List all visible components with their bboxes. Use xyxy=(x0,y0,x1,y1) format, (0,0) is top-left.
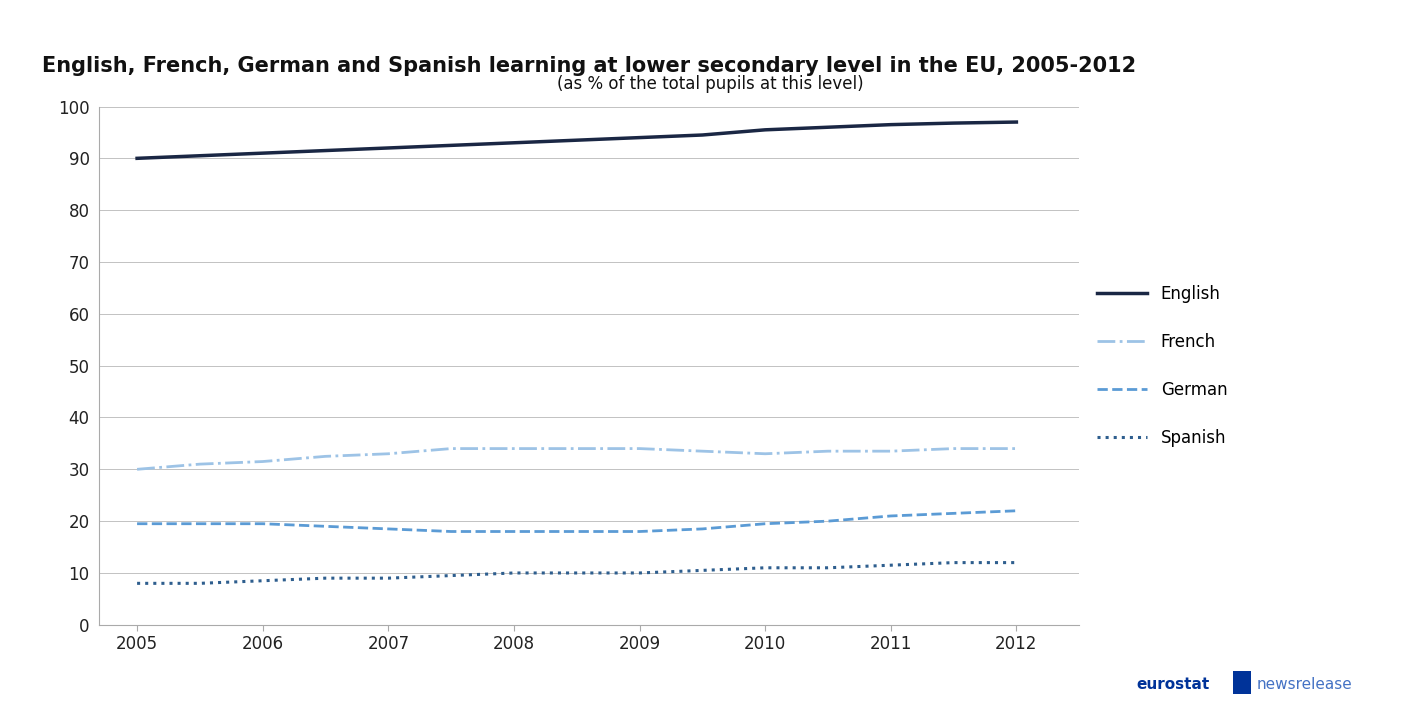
German xyxy=(882,512,899,520)
French xyxy=(254,457,271,466)
German xyxy=(317,522,334,530)
Title: English, French, German and Spanish learning at lower secondary level in the EU,: English, French, German and Spanish lear… xyxy=(43,56,1136,76)
Spanish xyxy=(630,569,648,577)
Text: newsrelease: newsrelease xyxy=(1257,677,1352,692)
German xyxy=(757,520,774,528)
French xyxy=(1008,444,1025,453)
Spanish xyxy=(379,574,396,582)
German xyxy=(630,528,648,536)
German xyxy=(568,528,585,536)
French xyxy=(819,447,836,455)
French xyxy=(129,465,146,474)
French xyxy=(379,449,396,458)
French xyxy=(630,444,648,453)
English xyxy=(1008,118,1025,126)
Spanish xyxy=(568,569,585,577)
Spanish xyxy=(757,564,774,572)
English xyxy=(192,151,209,160)
English xyxy=(630,133,648,142)
Line: German: German xyxy=(138,510,1017,532)
English xyxy=(129,154,146,163)
Line: English: English xyxy=(138,122,1017,158)
German xyxy=(192,520,209,528)
English xyxy=(443,141,460,150)
English xyxy=(882,121,899,129)
Text: eurostat: eurostat xyxy=(1136,677,1210,692)
German xyxy=(379,525,396,533)
Legend: English, French, German, Spanish: English, French, German, Spanish xyxy=(1098,285,1227,447)
French xyxy=(882,447,899,455)
Spanish xyxy=(254,577,271,585)
German xyxy=(946,509,963,518)
Spanish xyxy=(694,566,711,574)
German xyxy=(819,517,836,525)
Text: (as % of the total pupils at this level): (as % of the total pupils at this level) xyxy=(557,75,863,92)
English xyxy=(757,126,774,134)
French xyxy=(946,444,963,453)
Spanish xyxy=(1008,558,1025,567)
French xyxy=(443,444,460,453)
Spanish xyxy=(946,558,963,567)
Spanish xyxy=(819,564,836,572)
German xyxy=(1008,506,1025,515)
French xyxy=(694,447,711,455)
Spanish xyxy=(506,569,523,577)
French xyxy=(192,460,209,469)
French xyxy=(568,444,585,453)
English xyxy=(506,138,523,147)
French xyxy=(317,452,334,461)
Spanish xyxy=(129,579,146,588)
English xyxy=(254,149,271,158)
English xyxy=(317,146,334,155)
German xyxy=(129,520,146,528)
Line: Spanish: Spanish xyxy=(138,562,1017,584)
French xyxy=(506,444,523,453)
Spanish xyxy=(317,574,334,582)
German xyxy=(694,525,711,533)
Spanish xyxy=(882,561,899,569)
Spanish xyxy=(443,572,460,580)
English xyxy=(946,119,963,127)
English xyxy=(379,143,396,152)
Line: French: French xyxy=(138,449,1017,469)
French xyxy=(757,449,774,458)
English xyxy=(819,123,836,131)
English xyxy=(568,136,585,144)
German xyxy=(506,528,523,536)
Spanish xyxy=(192,579,209,588)
German xyxy=(254,520,271,528)
German xyxy=(443,528,460,536)
English xyxy=(694,131,711,139)
